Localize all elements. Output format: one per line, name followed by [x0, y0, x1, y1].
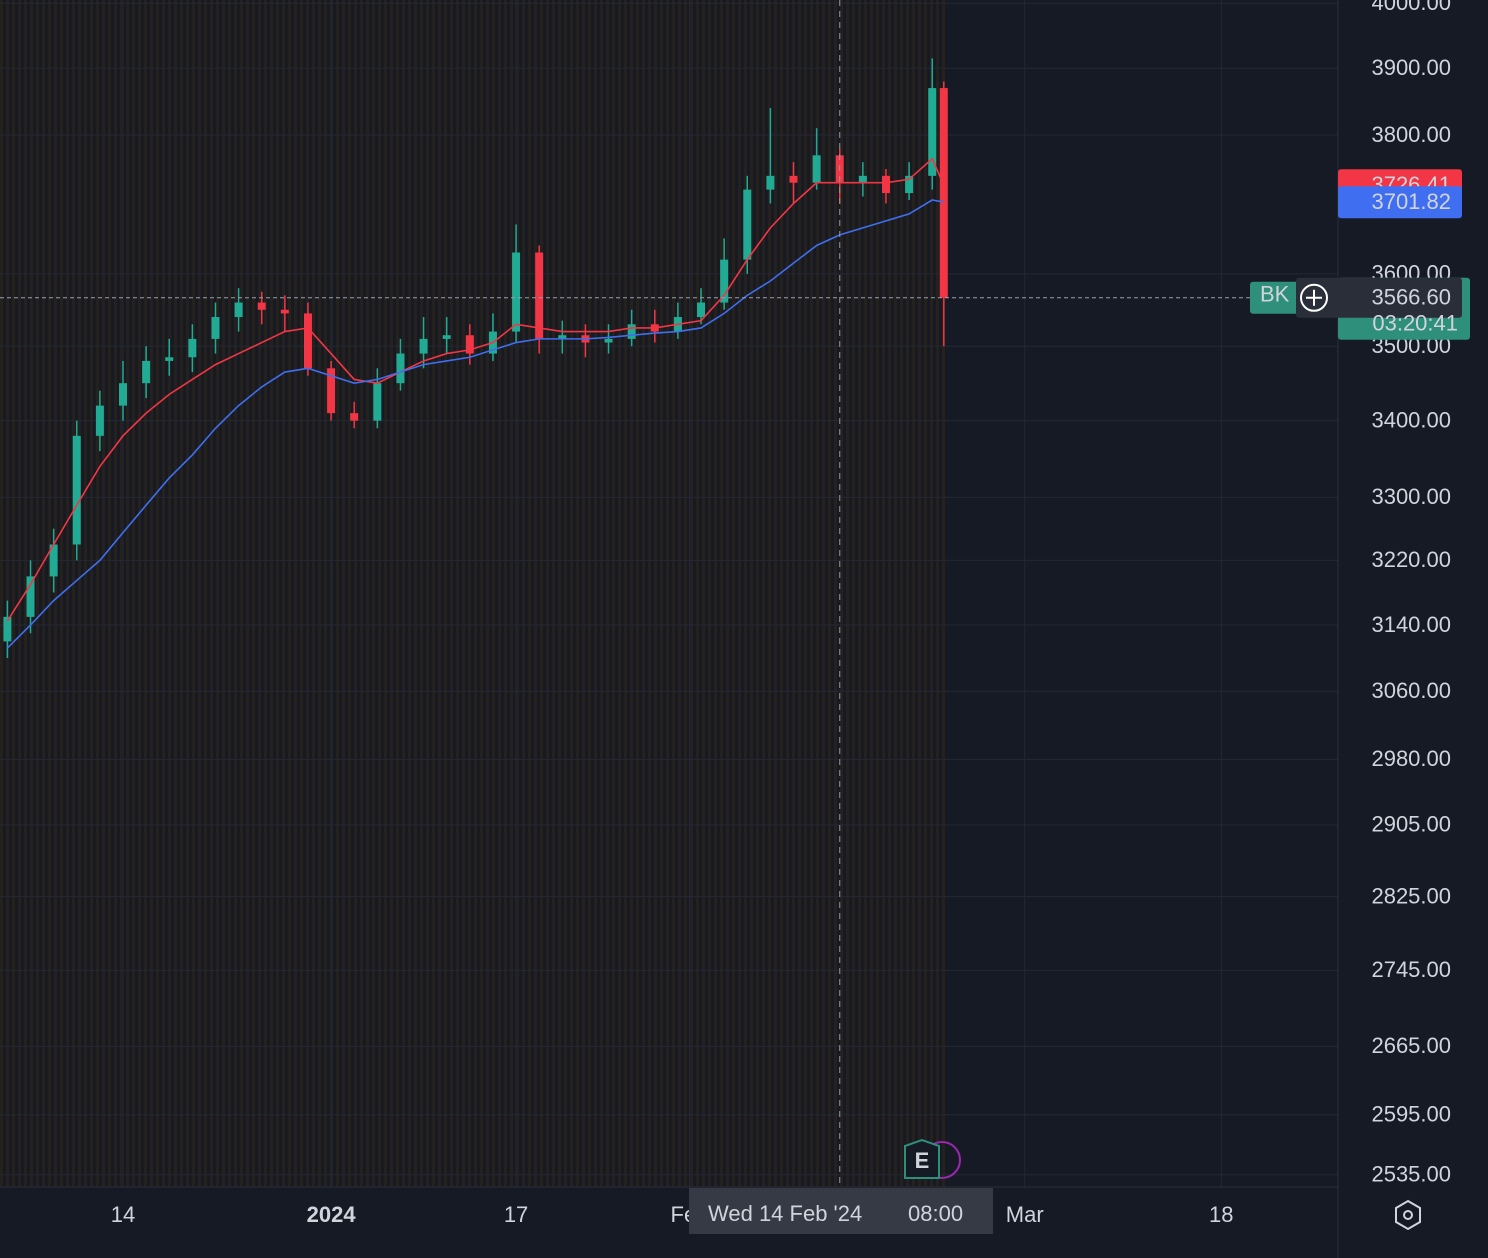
- y-tick-label: 3900.00: [1371, 55, 1451, 80]
- y-tick-label: 2905.00: [1371, 812, 1451, 837]
- add-alert-plus: [1306, 289, 1322, 306]
- symbol-tag-label: BK: [1260, 282, 1290, 307]
- y-tick-label: 2980.00: [1371, 746, 1451, 771]
- x-tick-label: 18: [1209, 1202, 1233, 1227]
- session-shading: [0, 0, 945, 1187]
- y-tick-label: 2595.00: [1371, 1102, 1451, 1127]
- ma-line: [6, 199, 944, 649]
- candle-body: [26, 576, 35, 617]
- y-tick-label: 4000.00: [1371, 0, 1451, 15]
- candle-body: [881, 175, 890, 194]
- candle-body: [234, 302, 243, 318]
- candle-body: [280, 309, 289, 314]
- candle-body: [257, 302, 266, 310]
- candle-body: [188, 338, 197, 358]
- price-tag: [1338, 186, 1462, 219]
- candle-body: [928, 88, 937, 176]
- y-tick-label: 3800.00: [1371, 122, 1451, 147]
- x-tick-label: Mar: [1006, 1202, 1044, 1227]
- candle-body: [3, 616, 12, 642]
- x-tick-label: 17: [504, 1202, 528, 1227]
- add-alert-button[interactable]: [1300, 283, 1328, 312]
- candle-body: [95, 405, 104, 436]
- settings-button[interactable]: [1395, 1199, 1421, 1231]
- candle-body: [373, 383, 382, 421]
- x-tick-label: 14: [111, 1202, 135, 1227]
- event-icon-label: E: [915, 1148, 930, 1173]
- candle-body: [442, 335, 451, 339]
- y-tick-label: 2745.00: [1371, 957, 1451, 982]
- crosshair-time: 08:00: [908, 1201, 963, 1226]
- candle-body: [812, 155, 821, 183]
- candle-body: [858, 175, 867, 183]
- candle-body: [697, 302, 706, 318]
- y-tick-label: 3140.00: [1371, 612, 1451, 637]
- y-tick-label: 3300.00: [1371, 484, 1451, 509]
- candle-body: [142, 360, 151, 384]
- candle-body: [165, 357, 174, 361]
- candle-body: [396, 353, 405, 384]
- candle-body: [558, 335, 567, 339]
- candle-body: [766, 175, 775, 190]
- candle-body: [211, 317, 220, 339]
- crosshair-label-box: [689, 1188, 993, 1234]
- y-tick-label: 3220.00: [1371, 547, 1451, 572]
- candle-body: [939, 88, 948, 298]
- candle-body: [743, 189, 752, 260]
- candle-body: [303, 313, 312, 369]
- price-tag-label: 3701.82: [1371, 189, 1451, 214]
- candle-body: [627, 324, 636, 339]
- countdown: 03:20:41: [1372, 311, 1458, 336]
- candle-body: [905, 175, 914, 194]
- candle-body: [535, 252, 544, 339]
- candle-body: [49, 544, 58, 577]
- candle-body: [720, 259, 729, 303]
- candle-body: [419, 338, 428, 354]
- hover-price-box: [1296, 277, 1462, 318]
- event-icon[interactable]: [904, 1138, 940, 1179]
- y-tick-label: 3060.00: [1371, 678, 1451, 703]
- candle-body: [72, 435, 81, 545]
- candle-body: [327, 368, 336, 414]
- y-tick-label: 2665.00: [1371, 1033, 1451, 1058]
- y-tick-label: 2535.00: [1371, 1162, 1451, 1187]
- ma-line: [6, 157, 945, 622]
- candle-body: [512, 252, 521, 332]
- crosshair-date: Wed 14 Feb '24: [708, 1201, 862, 1226]
- candle-body: [789, 175, 798, 183]
- candle-body: [119, 383, 128, 406]
- x-tick-label: 2024: [307, 1202, 357, 1227]
- y-tick-label: 2825.00: [1371, 883, 1451, 908]
- candle-body: [465, 335, 474, 354]
- y-tick-label: 3400.00: [1371, 407, 1451, 432]
- candle-body: [604, 338, 613, 343]
- candle-body: [350, 413, 359, 421]
- last-price-label: 3566.60: [1371, 285, 1451, 310]
